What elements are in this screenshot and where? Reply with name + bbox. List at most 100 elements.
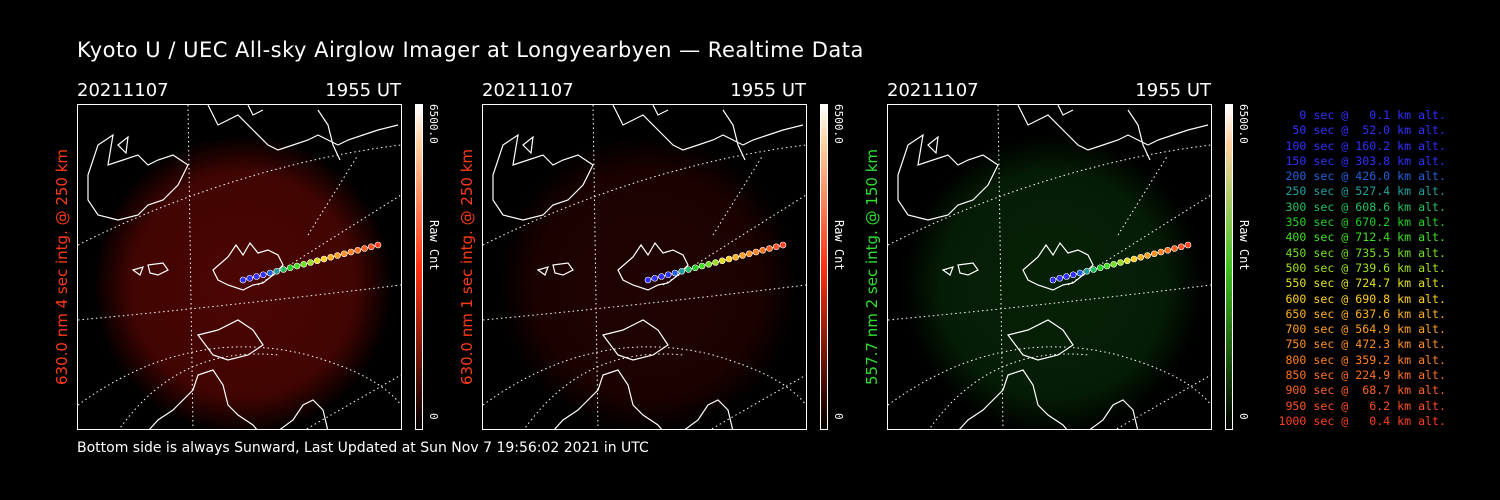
track-point xyxy=(334,252,341,259)
track-point xyxy=(253,273,260,280)
legend-entry: 150 sec @ 303.8 km alt. xyxy=(1278,153,1446,168)
track-point xyxy=(691,264,699,272)
track-point xyxy=(1049,276,1057,284)
track-point xyxy=(1184,241,1192,249)
track-point xyxy=(1096,264,1104,272)
track-point xyxy=(1130,255,1138,263)
panel-wavelength-label: 630.0 nm 4 sec intg. @ 250 km xyxy=(53,148,71,386)
image-panel-1: 20211107 1955 UT 630.0 nm 4 sec intg. @ 25… xyxy=(53,80,479,430)
panel-wavelength-label: 557.7 nm 2 sec intg. @ 150 km xyxy=(863,148,881,386)
legend-entry: 950 sec @ 6.2 km alt. xyxy=(1278,398,1446,413)
track-point xyxy=(1157,248,1165,256)
track-point xyxy=(286,264,294,272)
track-point xyxy=(1083,267,1091,275)
legend-entry: 600 sec @ 690.8 km alt. xyxy=(1278,291,1446,306)
track-point xyxy=(718,257,726,265)
track-point xyxy=(1117,259,1124,266)
legend-entry: 750 sec @ 472.3 km alt. xyxy=(1278,337,1446,352)
panel-date: 20211107 xyxy=(887,80,979,101)
track-point xyxy=(1110,260,1118,268)
panel-wavelength-label: 630.0 nm 1 sec intg. @ 250 km xyxy=(458,148,476,386)
legend-entry: 200 sec @ 426.0 km alt. xyxy=(1278,169,1446,184)
altitude-legend: 0 sec @ 0.1 km alt. 50 sec @ 52.0 km alt… xyxy=(1262,108,1446,429)
track-point xyxy=(259,271,267,279)
colorbar xyxy=(415,104,423,430)
legend-entry: 500 sec @ 739.6 km alt. xyxy=(1278,260,1446,275)
track-point xyxy=(239,276,247,284)
track-point xyxy=(651,274,659,282)
allsky-image xyxy=(482,104,807,430)
legend-entry: 700 sec @ 564.9 km alt. xyxy=(1278,322,1446,337)
coastline xyxy=(492,105,804,429)
track-point xyxy=(779,241,787,249)
track-point xyxy=(1164,246,1172,254)
legend-entry: 450 sec @ 735.5 km alt. xyxy=(1278,245,1446,260)
track-point xyxy=(644,276,652,284)
track-point xyxy=(1069,271,1077,279)
track-point xyxy=(685,266,692,273)
track-point xyxy=(745,250,753,258)
legend-entry: 100 sec @ 160.2 km alt. xyxy=(1278,138,1446,153)
track-point xyxy=(705,260,713,268)
track-point xyxy=(1137,253,1145,261)
track-point xyxy=(739,252,746,259)
track-point xyxy=(671,269,679,277)
track-point xyxy=(1090,266,1097,273)
legend-entry: 50 sec @ 52.0 km alt. xyxy=(1278,123,1446,138)
track-point xyxy=(1056,274,1064,282)
colorbar xyxy=(1225,104,1233,430)
panel-date: 20211107 xyxy=(482,80,574,101)
track-point xyxy=(327,253,335,261)
track-point xyxy=(300,260,308,268)
track-point xyxy=(374,241,382,249)
track-point xyxy=(354,246,362,254)
legend-entry: 900 sec @ 68.7 km alt. xyxy=(1278,383,1446,398)
track-point xyxy=(1103,262,1111,270)
panel-time: 1955 UT xyxy=(1135,80,1211,101)
image-panel-3: 20211107 1955 UT 557.7 nm 2 sec intg. @ 15… xyxy=(863,80,1289,430)
legend-entry: 0 sec @ 0.1 km alt. xyxy=(1278,108,1446,122)
track-point xyxy=(340,250,348,258)
track-point xyxy=(1177,243,1185,251)
panel-time: 1955 UT xyxy=(730,80,806,101)
track-point xyxy=(678,267,686,275)
track-point xyxy=(732,253,740,261)
page-title: Kyoto U / UEC All-sky Airglow Imager at … xyxy=(77,38,864,62)
legend-entry: 550 sec @ 724.7 km alt. xyxy=(1278,276,1446,291)
panel-time: 1955 UT xyxy=(325,80,401,101)
colorbar-min-label: 0 xyxy=(832,413,845,420)
track-point xyxy=(280,266,287,273)
track-point xyxy=(759,246,767,254)
track-point xyxy=(273,267,281,275)
panel-date: 20211107 xyxy=(77,80,169,101)
coastline xyxy=(87,105,399,429)
track-point xyxy=(320,255,328,263)
colorbar-max-label: 6500.0 xyxy=(832,104,845,144)
track-point xyxy=(246,274,254,282)
colorbar-min-label: 0 xyxy=(427,413,440,420)
track-point xyxy=(658,273,665,280)
track-point xyxy=(1123,257,1131,265)
track-point xyxy=(698,262,706,270)
legend-entry: 350 sec @ 670.2 km alt. xyxy=(1278,215,1446,230)
legend-entry: 650 sec @ 637.6 km alt. xyxy=(1278,306,1446,321)
track-point xyxy=(313,257,321,265)
track-point xyxy=(1144,252,1151,259)
coastline xyxy=(897,105,1209,429)
track-point xyxy=(293,262,301,270)
legend-entry: 250 sec @ 527.4 km alt. xyxy=(1278,184,1446,199)
legend-entry: 800 sec @ 359.2 km alt. xyxy=(1278,352,1446,367)
track-point xyxy=(772,243,780,251)
colorbar xyxy=(820,104,828,430)
track-point xyxy=(307,259,314,266)
track-point xyxy=(367,243,375,251)
colorbar-unit-label: Raw Cnt xyxy=(1237,220,1251,271)
colorbar-unit-label: Raw Cnt xyxy=(427,220,441,271)
track-point xyxy=(347,248,355,256)
track-point xyxy=(1076,269,1084,277)
track-point xyxy=(1150,250,1158,258)
allsky-image xyxy=(77,104,402,430)
track-point xyxy=(752,248,760,256)
colorbar-max-label: 6500.0 xyxy=(427,104,440,144)
colorbar-min-label: 0 xyxy=(1237,413,1250,420)
